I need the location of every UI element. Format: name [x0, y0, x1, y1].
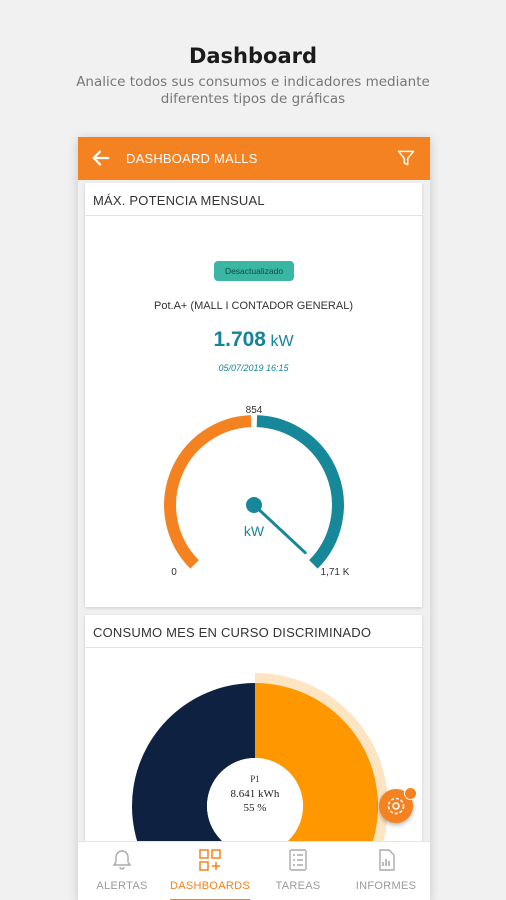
gauge-needle: [252, 503, 307, 555]
bottom-nav: ALERTAS DASHBOARDS TAREAS INFORMES: [78, 841, 430, 900]
meter-value-unit: kW: [270, 333, 294, 350]
gauge-arc-high: [256, 415, 344, 569]
nav-label: DASHBOARDS: [169, 880, 251, 892]
power-gauge: 854 kW 0 1,71 K: [164, 405, 350, 578]
phone-screen: DASHBOARD MALLS MÁX. POTENCIA MENSUAL De…: [78, 137, 430, 900]
donut-center-value: 8.641 kWh: [231, 788, 280, 800]
promo-subtitle: Analice todos sus consumos e indicadores…: [76, 74, 430, 107]
max-power-card: MÁX. POTENCIA MENSUAL Desactualizado Pot…: [85, 183, 422, 607]
donut-center-period: P1: [250, 774, 260, 784]
dashboard-add-icon: [199, 849, 221, 871]
arrow-left-icon[interactable]: [90, 147, 112, 169]
gear-icon: [387, 797, 405, 815]
gauge-needle-hub: [246, 497, 262, 513]
meter-name: Pot.A+ (MALL I CONTADOR GENERAL): [154, 300, 353, 312]
gauge-mid-label: 854: [246, 405, 263, 416]
nav-label: INFORMES: [355, 880, 417, 892]
card-title: MÁX. POTENCIA MENSUAL: [85, 183, 422, 216]
promo-title: Dashboard: [188, 44, 318, 68]
bell-icon: [112, 850, 132, 870]
nav-item-tareas[interactable]: TAREAS: [254, 842, 342, 900]
nav-item-dashboards[interactable]: DASHBOARDS: [166, 842, 254, 900]
status-badge: Desactualizado: [214, 261, 294, 281]
task-list-icon: [289, 849, 307, 871]
donut-center: [207, 758, 303, 854]
nav-item-informes[interactable]: INFORMES: [342, 842, 430, 900]
app-bar: DASHBOARD MALLS: [78, 137, 430, 180]
gauge-unit-label: kW: [244, 523, 265, 539]
meter-value: 1.708 kW: [85, 328, 422, 352]
gauge-min-label: 0: [171, 567, 177, 578]
nav-label: TAREAS: [275, 880, 321, 892]
report-icon: [379, 849, 395, 871]
donut-center-percent: 55 %: [244, 802, 267, 814]
nav-label: ALERTAS: [96, 880, 148, 892]
filter-icon[interactable]: [396, 148, 416, 168]
card-title: CONSUMO MES EN CURSO DISCRIMINADO: [85, 615, 422, 648]
fab-notification-dot: [404, 787, 417, 800]
donut-outer-ring: [255, 673, 388, 900]
gauge-arc-low: [164, 415, 252, 569]
meter-value-number: 1.708: [213, 328, 266, 351]
gauge-max-label: 1,71 K: [321, 567, 350, 578]
meter-timestamp: 05/07/2019 16:15: [218, 363, 289, 373]
page-title: DASHBOARD MALLS: [126, 151, 258, 166]
nav-item-alertas[interactable]: ALERTAS: [78, 842, 166, 900]
consumption-card: CONSUMO MES EN CURSO DISCRIMINADO P1 8.6…: [85, 615, 422, 900]
